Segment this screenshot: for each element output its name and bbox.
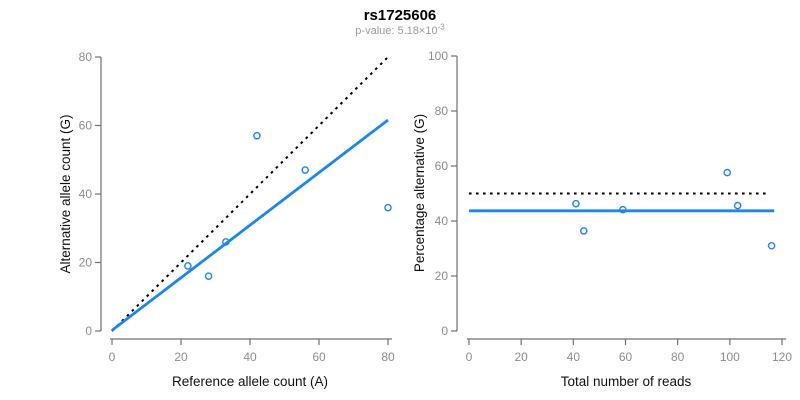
scatter-panel-right: 0 20 40 60 80 100 0 20 40 60 80 100 120 Total number … — [412, 49, 792, 389]
data-point — [733, 201, 742, 210]
y-tick-label: 0 — [85, 324, 92, 338]
data-point — [301, 166, 310, 174]
x-tick-label: 0 — [466, 350, 473, 364]
y-axis-title: Alternative allele count (G) — [58, 114, 73, 273]
x-tick-label: 40 — [567, 350, 581, 364]
y-tick-label: 40 — [435, 214, 449, 228]
subtitle-exponent: -3 — [437, 22, 445, 32]
data-point — [384, 203, 392, 212]
data-point — [253, 131, 261, 140]
data-point — [204, 272, 213, 281]
y-tick-label: 60 — [435, 159, 449, 173]
identity-line — [111, 56, 389, 332]
y-tick-label: 80 — [435, 104, 449, 118]
x-tick-label: 80 — [671, 350, 685, 364]
x-axis-title: Reference allele count (A) — [172, 374, 328, 389]
data-point — [184, 262, 192, 270]
x-tick-label: 100 — [720, 350, 740, 364]
y-tick-label: 80 — [79, 50, 93, 64]
data-point — [579, 227, 588, 235]
y-axis-title: Percentage alternative (G) — [412, 114, 427, 272]
plot-title: rs1725606 — [363, 7, 437, 24]
fit-line — [111, 118, 389, 332]
y-tick-label: 20 — [79, 256, 93, 270]
x-axis-title: Total number of reads — [561, 374, 692, 389]
data-point — [572, 199, 580, 208]
x-tick-label: 60 — [619, 350, 633, 364]
x-tick-label: 60 — [312, 350, 326, 364]
data-point — [222, 238, 230, 246]
x-tick-label: 20 — [174, 350, 188, 364]
x-tick-label: 40 — [243, 350, 257, 364]
x-tick-label: 0 — [109, 350, 116, 364]
plot-subtitle: p-value: 5.18×10-3 — [0, 22, 800, 37]
x-tick-label: 80 — [381, 350, 395, 364]
y-tick-label: 60 — [79, 119, 93, 133]
scatter-panel-left: 0 20 40 60 80 0 20 40 60 80 Reference allele count… — [58, 50, 395, 389]
y-tick-label: 40 — [79, 187, 93, 201]
data-point — [619, 205, 627, 214]
data-point — [723, 168, 732, 177]
data-point — [767, 241, 776, 250]
y-tick-label: 100 — [428, 49, 448, 63]
subtitle-text: p-value: 5.18×10 — [355, 25, 438, 37]
x-tick-label: 120 — [772, 350, 792, 364]
y-tick-label: 0 — [441, 324, 448, 338]
x-tick-label: 20 — [514, 350, 528, 364]
y-tick-label: 20 — [435, 269, 449, 283]
